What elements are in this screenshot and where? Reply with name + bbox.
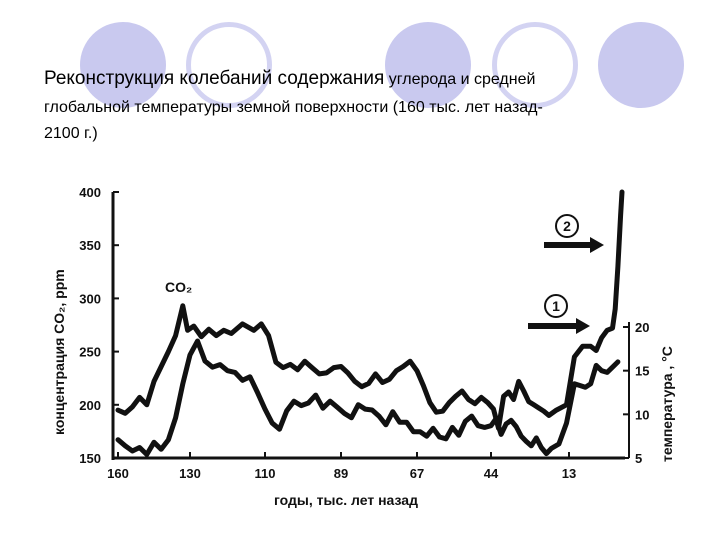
title-line-1: Реконструкция колебаний содержания углер…	[44, 64, 694, 95]
y-right-tick-label: 5	[635, 451, 642, 466]
decor-circle-1	[80, 22, 166, 108]
temperature-series-line	[115, 338, 621, 457]
axes	[111, 192, 630, 460]
marker-2-annotation: 2	[544, 214, 604, 253]
y-right-tick-label: 20	[635, 320, 649, 335]
y-left-tick-label: 400	[79, 185, 101, 200]
ticks: 400 350 300 250 200 150 20 15 10 5 160 130 110 89 67 44…	[79, 185, 649, 481]
co2-series-label: CO₂	[165, 279, 192, 295]
decor-circle-3	[385, 22, 471, 108]
x-tick-label: 44	[484, 466, 499, 481]
marker-1-number: 1	[552, 298, 560, 314]
title-line-2: глобальной температуры земной поверхност…	[44, 99, 543, 116]
marker-2-circle	[555, 214, 579, 238]
marker-2-number: 2	[563, 218, 571, 234]
decor-circle-5	[598, 22, 684, 108]
y-left-tick-label: 250	[79, 345, 101, 360]
y-left-tick-label: 150	[79, 451, 101, 466]
marker-2-arrow	[544, 237, 604, 253]
decor-circle-4	[492, 22, 578, 108]
y-axis-label-right: температура , °C	[659, 346, 675, 462]
y-left-tick-label: 200	[79, 398, 101, 413]
y-right-tick-label: 10	[635, 407, 649, 422]
x-axis-label: годы, тыс. лет назад	[274, 492, 418, 508]
x-tick-label: 13	[562, 466, 576, 481]
title-line-3: 2100 г.)	[44, 125, 98, 142]
decor-circle-2	[186, 22, 272, 108]
marker-1-arrow	[528, 318, 590, 334]
y-left-tick-label: 300	[79, 291, 101, 306]
series-lines	[115, 189, 625, 457]
y-left-tick-label: 350	[79, 238, 101, 253]
marker-1-annotation: 1	[528, 294, 590, 334]
x-tick-label: 67	[410, 466, 424, 481]
y-axis-label-left: концентрация CO₂, ppm	[51, 269, 67, 435]
slide-title: Реконструкция колебаний содержания углер…	[44, 64, 694, 147]
title-line-1-main: Реконструкция колебаний содержания	[44, 68, 385, 89]
x-tick-label: 160	[107, 466, 129, 481]
x-tick-label: 110	[255, 466, 276, 481]
y-right-tick-label: 15	[635, 364, 649, 379]
x-tick-label: 130	[179, 466, 201, 481]
x-tick-label: 89	[334, 466, 348, 481]
co2-series-line	[115, 189, 625, 431]
marker-1-circle	[544, 294, 568, 318]
title-line-1-tail: углерода и средней	[384, 71, 536, 88]
